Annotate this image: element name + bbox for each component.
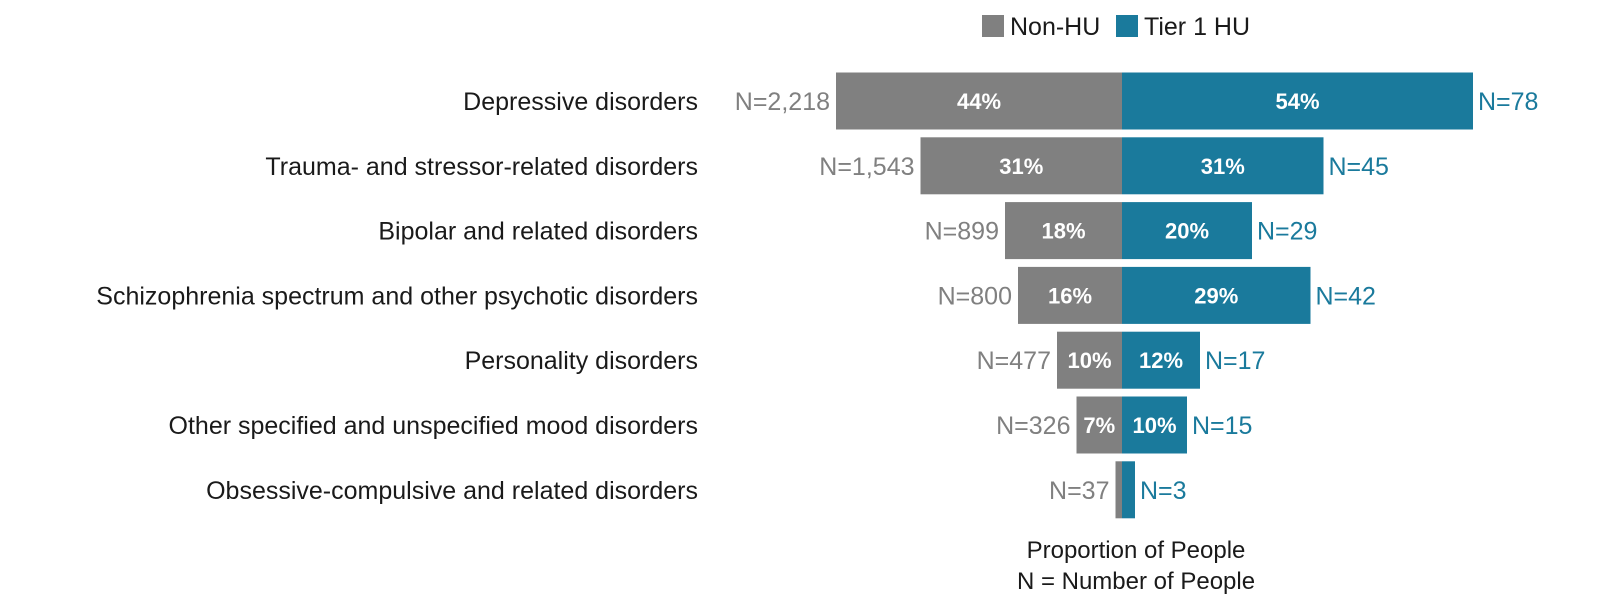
bar-non-hu [1018,266,1122,324]
n-label-tier-1-hu: N=29 [1257,218,1317,246]
pct-label-non-hu: 44% [957,89,1001,114]
bars: 44% N=2,218 54% N=78 31% N=1,543 31% N=45 18% N=8… [735,72,1538,519]
n-label-non-hu: N=899 [925,218,999,246]
category-labels: Depressive disorders Trauma- and stressor… [96,88,698,505]
category-label: Schizophrenia spectrum and other psychot… [96,282,698,310]
n-label-tier-1-hu: N=17 [1205,347,1265,375]
n-label-tier-1-hu: N=15 [1192,412,1252,440]
n-label-tier-1-hu: N=78 [1478,88,1538,116]
x-axis-note: N = Number of People [1017,568,1255,595]
pct-label-non-hu: 7% [1083,413,1115,438]
bar-tier-1-hu [1122,266,1311,324]
pct-label-non-hu: 10% [1067,348,1111,373]
pct-label-tier-1-hu: 29% [1194,283,1238,308]
pct-label-tier-1-hu: 12% [1139,348,1183,373]
pct-label-tier-1-hu: 31% [1201,154,1245,179]
n-label-tier-1-hu: N=3 [1140,477,1187,505]
legend-label-non-hu: Non-HU [1010,13,1100,41]
pct-label-non-hu: 31% [999,154,1043,179]
bar-tier-1-hu [1122,137,1324,195]
bar-tier-1-hu [1122,331,1200,389]
bar-tier-1-hu [1122,396,1187,454]
n-label-tier-1-hu: N=42 [1316,282,1376,310]
bar-non-hu [1115,461,1122,519]
legend-label-tier-1-hu: Tier 1 HU [1144,13,1250,41]
legend: Non-HU Tier 1 HU [982,13,1250,41]
bar-non-hu [1076,396,1122,454]
pct-label-non-hu: 16% [1048,283,1092,308]
bar-tier-1-hu [1122,461,1135,519]
n-label-non-hu: N=1,543 [819,153,914,181]
n-label-non-hu: N=326 [996,412,1070,440]
bar-tier-1-hu [1122,202,1252,260]
n-label-non-hu: N=800 [938,282,1012,310]
axis-title: Proportion of People N = Number of Peopl… [1017,537,1255,595]
category-label: Trauma- and stressor-related disorders [265,153,698,181]
pct-label-non-hu: 18% [1041,219,1085,244]
pct-label-tier-1-hu: 10% [1132,413,1176,438]
n-label-non-hu: N=477 [977,347,1051,375]
bar-non-hu [836,72,1122,130]
category-label: Obsessive-compulsive and related disorde… [206,477,698,505]
legend-swatch-non-hu [982,15,1004,37]
category-label: Bipolar and related disorders [378,218,698,246]
n-label-non-hu: N=37 [1049,477,1109,505]
category-label: Personality disorders [465,347,698,375]
n-label-non-hu: N=2,218 [735,88,830,116]
legend-swatch-tier-1-hu [1116,15,1138,37]
bar-non-hu [1057,331,1122,389]
pct-label-tier-1-hu: 20% [1165,219,1209,244]
x-axis-label: Proportion of People [1027,537,1246,564]
category-label: Other specified and unspecified mood dis… [169,412,698,440]
n-label-tier-1-hu: N=45 [1329,153,1389,181]
bar-tier-1-hu [1122,72,1473,130]
pct-label-tier-1-hu: 54% [1275,89,1319,114]
bar-non-hu [920,137,1122,195]
bar-non-hu [1005,202,1122,260]
category-label: Depressive disorders [463,88,698,116]
